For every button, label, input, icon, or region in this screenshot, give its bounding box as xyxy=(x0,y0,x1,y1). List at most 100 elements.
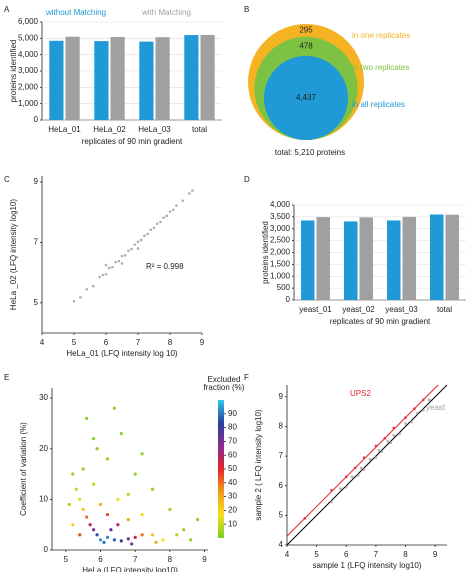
x-tick-label: 7 xyxy=(374,550,379,559)
point xyxy=(374,444,378,448)
point xyxy=(374,456,378,459)
point xyxy=(136,240,140,244)
point xyxy=(162,216,165,219)
point xyxy=(74,487,78,491)
point xyxy=(71,523,75,527)
point xyxy=(88,523,92,527)
bar xyxy=(316,217,330,300)
x-axis-label: sample 1 (LFQ intensity log10) xyxy=(313,561,422,570)
point xyxy=(133,243,137,246)
panel-label: F xyxy=(244,373,249,382)
bar xyxy=(402,216,416,300)
point xyxy=(102,540,106,545)
point xyxy=(104,272,108,276)
value-label: 4,437 xyxy=(296,93,317,102)
x-axis-label: HeLa_01 (LFQ intensity log 10) xyxy=(66,349,178,358)
point xyxy=(101,273,105,277)
y-tick-label: 8 xyxy=(279,422,284,431)
y-tick-label: 2,000 xyxy=(270,248,291,257)
point xyxy=(386,439,390,443)
point xyxy=(189,538,193,542)
point xyxy=(421,398,425,402)
series-label: yeast xyxy=(426,403,446,412)
colorbar-label: fraction (%) xyxy=(204,383,245,392)
point xyxy=(127,249,130,253)
point xyxy=(120,254,124,258)
point xyxy=(116,523,120,527)
point xyxy=(98,538,103,542)
point xyxy=(416,411,419,415)
colorbar-tick-label: 70 xyxy=(228,437,237,446)
point xyxy=(98,502,103,507)
y-tick-label: 0 xyxy=(34,115,39,124)
x-tick-label: 6 xyxy=(98,555,103,564)
x-tick-label: 7 xyxy=(133,555,138,564)
x-tick-label: 6 xyxy=(344,550,349,559)
y-tick-label: 6,000 xyxy=(18,17,39,26)
y-tick-label: 1,500 xyxy=(270,259,291,268)
y-tick-label: 5,000 xyxy=(18,33,39,42)
point xyxy=(161,538,165,542)
y-tick-label: 2,500 xyxy=(270,236,291,245)
point xyxy=(182,528,186,532)
point xyxy=(112,406,116,410)
x-tick-label: 9 xyxy=(200,338,205,347)
y-tick-label: 10 xyxy=(39,494,48,503)
point xyxy=(181,199,185,203)
panel-label: E xyxy=(4,373,9,382)
point xyxy=(404,416,407,419)
point xyxy=(330,488,333,492)
x-tick-label: yeast_02 xyxy=(342,305,375,314)
point xyxy=(114,260,117,264)
point xyxy=(105,512,110,517)
category-label: in two replicates xyxy=(352,63,409,72)
circle xyxy=(263,55,349,140)
point xyxy=(72,299,76,303)
x-tick-label: HeLa_01 xyxy=(48,125,81,134)
y-tick-label: 5 xyxy=(279,510,284,519)
point xyxy=(105,457,110,461)
point xyxy=(413,407,416,411)
y-tick-label: 2,000 xyxy=(18,82,39,91)
panel-label: B xyxy=(244,5,249,14)
point xyxy=(136,247,140,250)
point xyxy=(133,472,137,476)
point xyxy=(143,234,146,238)
point xyxy=(140,452,144,456)
point xyxy=(330,500,333,504)
bar xyxy=(184,35,199,120)
y-tick-label: 1,000 xyxy=(270,271,291,280)
panel-label: C xyxy=(4,175,10,184)
value-label: 478 xyxy=(299,41,313,50)
point xyxy=(344,475,348,479)
point xyxy=(126,537,130,541)
y-tick-label: 3,000 xyxy=(18,66,39,75)
y-tick-label: 5 xyxy=(34,298,39,307)
x-axis-label: HeLa (LFQ intensity log10) xyxy=(82,566,178,572)
y-tick-label: 500 xyxy=(277,283,291,292)
point xyxy=(155,222,159,226)
point xyxy=(196,518,200,522)
point xyxy=(116,497,120,501)
y-tick-label: 6 xyxy=(279,481,284,490)
point xyxy=(85,515,89,519)
x-tick-label: total xyxy=(437,305,452,314)
point xyxy=(168,210,172,213)
x-tick-label: 4 xyxy=(285,550,290,559)
y-tick-label: 3,500 xyxy=(270,212,291,221)
x-tick-label: 7 xyxy=(136,338,141,347)
x-tick-label: 4 xyxy=(40,338,45,347)
point xyxy=(175,533,179,537)
point xyxy=(389,441,393,445)
legend-label: without Matching xyxy=(45,8,106,17)
colorbar-label: Excluded xyxy=(208,375,241,384)
point xyxy=(139,238,143,242)
bar xyxy=(200,34,215,120)
point xyxy=(149,228,153,232)
point xyxy=(150,533,155,537)
point xyxy=(95,533,99,537)
point xyxy=(140,533,144,537)
point xyxy=(78,497,82,501)
point xyxy=(85,416,89,420)
